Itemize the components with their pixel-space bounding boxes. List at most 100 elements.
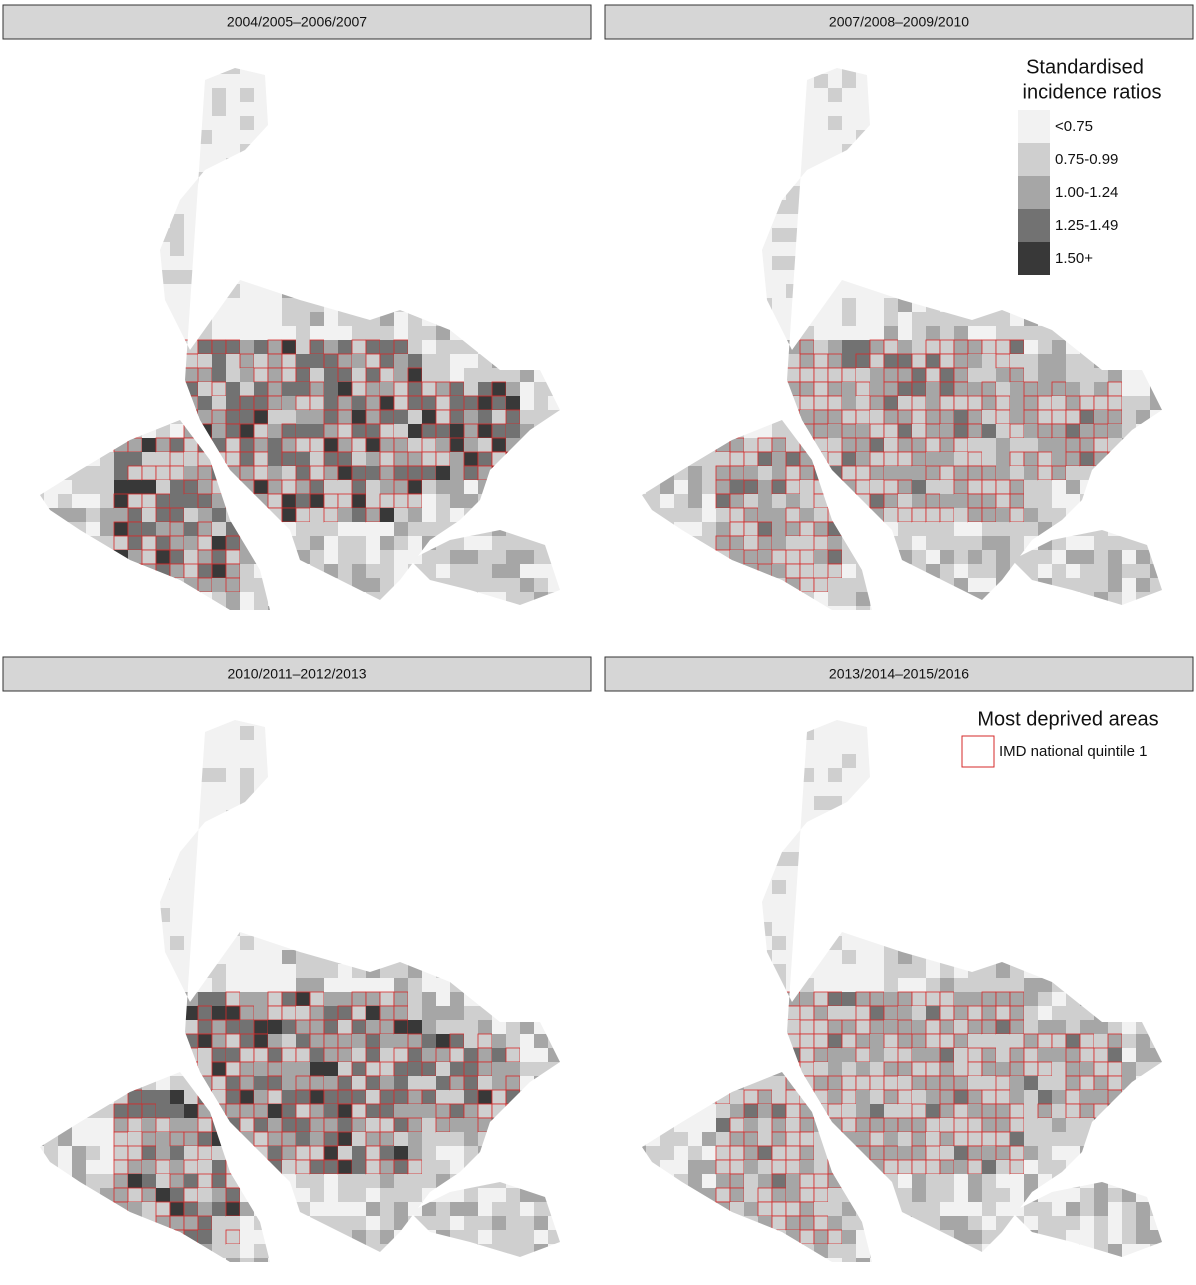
area <box>478 796 492 810</box>
area <box>324 782 338 796</box>
area <box>674 158 688 172</box>
area <box>730 592 744 606</box>
area <box>478 782 492 796</box>
area <box>478 1174 492 1188</box>
area <box>338 578 352 592</box>
area <box>184 452 198 466</box>
area <box>170 354 184 368</box>
area <box>800 270 814 284</box>
area <box>86 824 100 838</box>
area <box>141 563 157 579</box>
area <box>198 200 212 214</box>
area <box>44 978 58 992</box>
area <box>478 1230 492 1244</box>
area <box>436 466 450 480</box>
area <box>72 116 86 130</box>
area <box>463 395 479 411</box>
area <box>464 88 478 102</box>
area <box>505 451 521 467</box>
area <box>898 284 912 298</box>
area <box>282 782 296 796</box>
area <box>226 838 240 852</box>
area <box>884 438 898 452</box>
area <box>646 950 660 964</box>
area <box>380 172 394 186</box>
area <box>58 1146 72 1160</box>
area <box>646 74 660 88</box>
area <box>1150 396 1162 410</box>
area <box>996 298 1010 312</box>
area <box>642 564 646 578</box>
area <box>128 796 142 810</box>
area <box>58 144 72 158</box>
area <box>744 242 758 256</box>
area <box>716 796 730 810</box>
area <box>226 1132 240 1146</box>
area <box>1094 284 1108 298</box>
area <box>142 1062 156 1076</box>
area <box>170 172 184 186</box>
area <box>702 740 716 754</box>
area <box>1051 465 1067 481</box>
area <box>436 1146 450 1160</box>
area <box>660 424 674 438</box>
area <box>436 1062 450 1076</box>
area <box>786 396 800 410</box>
area <box>506 158 520 172</box>
area <box>156 796 170 810</box>
area <box>534 578 548 592</box>
area <box>1136 396 1150 410</box>
area <box>324 382 338 396</box>
area <box>841 409 857 425</box>
area <box>240 88 254 102</box>
area <box>44 1118 58 1132</box>
area <box>128 144 142 158</box>
area <box>506 720 520 726</box>
area <box>548 1216 560 1230</box>
area <box>828 116 842 130</box>
area <box>646 1118 660 1132</box>
area <box>1108 480 1122 494</box>
area <box>660 1118 674 1132</box>
area <box>855 479 871 495</box>
area <box>379 1159 395 1175</box>
area <box>688 130 702 144</box>
area <box>492 270 506 284</box>
area <box>1150 298 1162 312</box>
area <box>492 1146 506 1160</box>
area <box>450 936 464 950</box>
area <box>450 214 464 228</box>
area <box>800 200 814 214</box>
area <box>534 228 548 242</box>
area <box>366 116 380 130</box>
area <box>842 382 856 396</box>
area <box>226 74 240 88</box>
area <box>478 144 492 158</box>
area <box>212 242 226 256</box>
area <box>562 810 576 824</box>
area <box>912 522 926 536</box>
area <box>58 438 72 452</box>
area <box>450 130 464 144</box>
area <box>744 270 758 284</box>
area <box>380 720 394 726</box>
area <box>282 950 296 964</box>
area <box>240 720 254 726</box>
area <box>870 284 884 298</box>
area <box>436 964 450 978</box>
area <box>1094 536 1108 550</box>
area <box>184 578 198 592</box>
area <box>323 1145 339 1161</box>
area <box>688 340 702 354</box>
area <box>408 992 422 1006</box>
area <box>1108 606 1122 610</box>
area <box>828 74 842 88</box>
area <box>1066 382 1080 396</box>
area <box>254 158 268 172</box>
area <box>1136 592 1150 606</box>
area <box>520 1174 534 1188</box>
area <box>338 1230 352 1244</box>
area <box>366 810 380 824</box>
area <box>898 74 912 88</box>
area <box>170 1020 184 1034</box>
